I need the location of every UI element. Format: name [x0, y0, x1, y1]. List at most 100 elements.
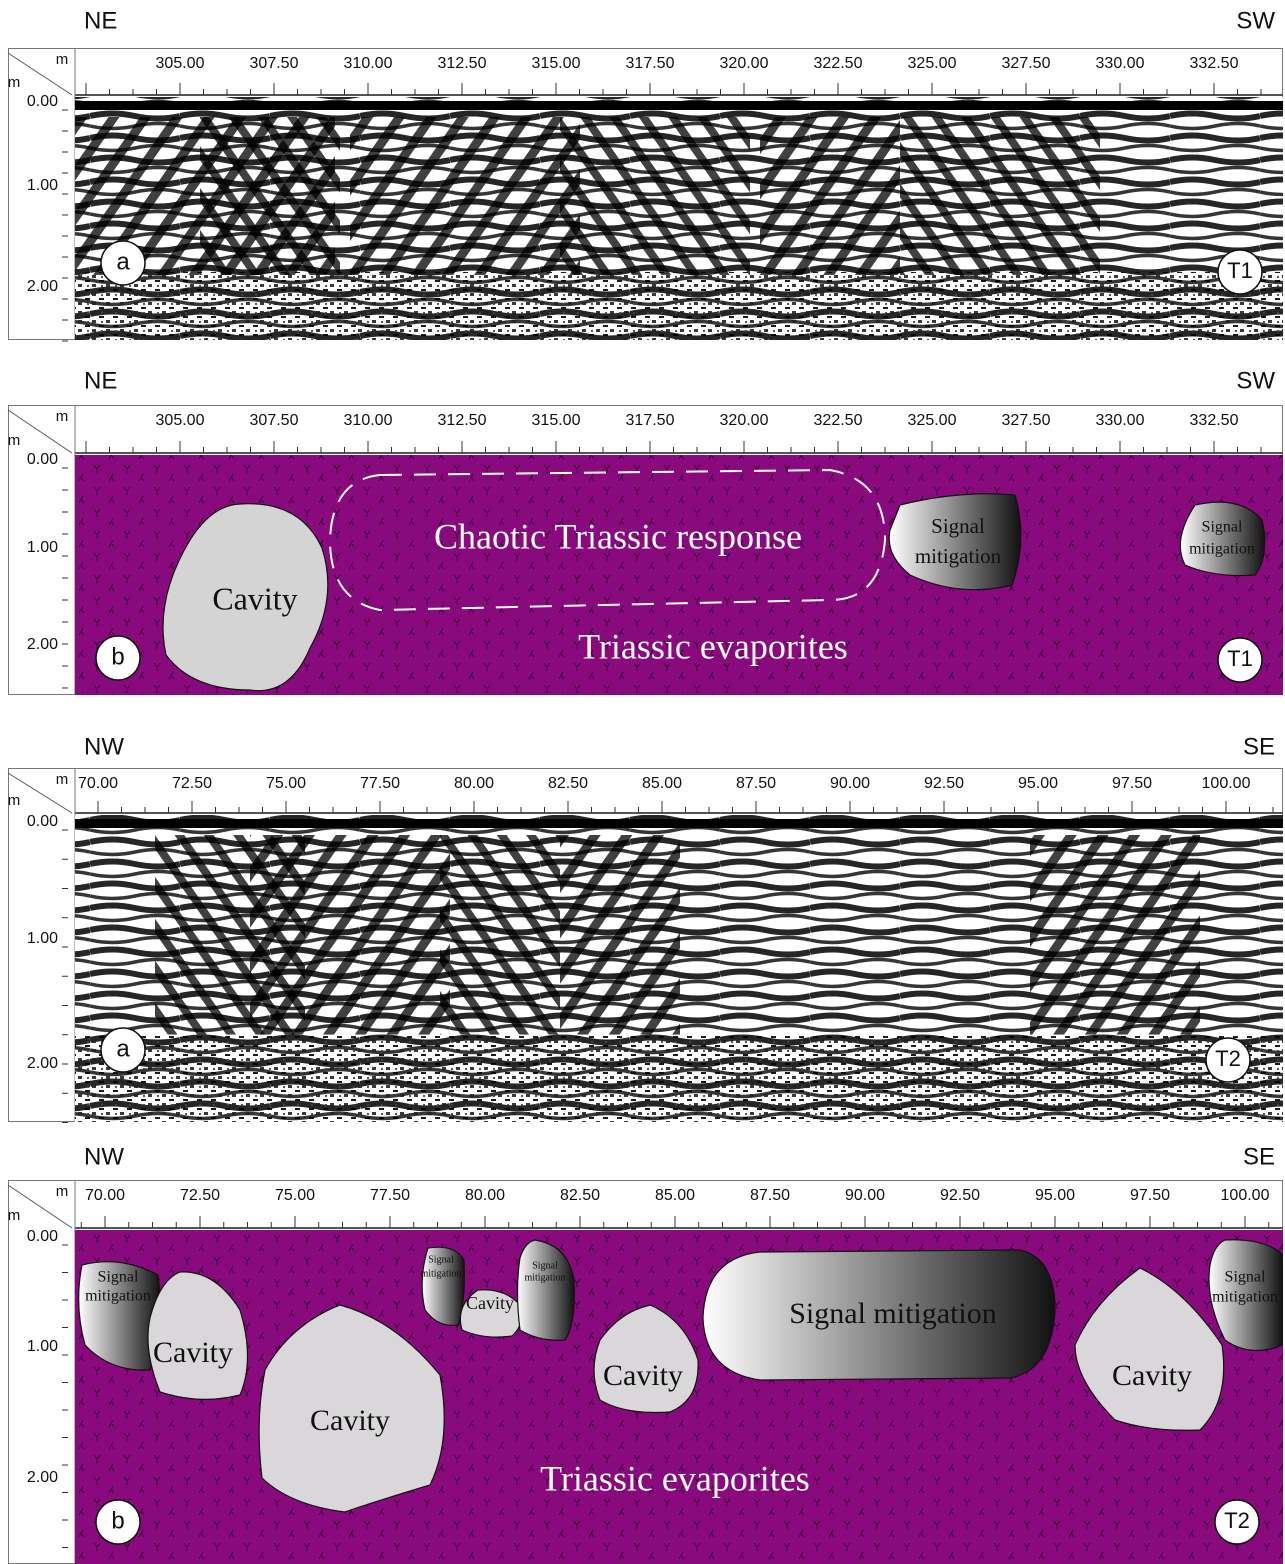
depth-label: 2.00: [27, 1469, 58, 1486]
annotation-label: Cavity: [466, 1293, 514, 1313]
radar-chaotic: [560, 835, 680, 1035]
annotation-label: Cavity: [153, 1336, 233, 1369]
x-tick-label: 90.00: [845, 1187, 885, 1204]
x-tick-label: 315.00: [532, 412, 581, 429]
unit-label: m: [56, 408, 69, 425]
x-tick-label: 325.00: [908, 55, 957, 72]
annotation-label: Triassic evaporites: [578, 626, 848, 666]
x-tick-label: 100.00: [1221, 1187, 1270, 1204]
x-tick-label: 307.50: [250, 412, 299, 429]
x-tick-label: 305.00: [156, 412, 205, 429]
x-tick-label: 100.00: [1202, 775, 1251, 792]
x-tick-label: 87.50: [736, 775, 776, 792]
x-tick-label: 320.00: [720, 412, 769, 429]
direction-label: NE: [84, 367, 117, 394]
depth-label: 1.00: [27, 930, 58, 947]
depth-label: 1.00: [27, 1338, 58, 1355]
depth-label: 0.00: [27, 93, 58, 110]
x-tick-label: 327.50: [1002, 55, 1051, 72]
x-tick-label: 332.50: [1190, 55, 1239, 72]
x-tick-label: 312.50: [438, 412, 487, 429]
annotation-label: mitigation: [524, 1272, 565, 1283]
panel-letter: b: [111, 1507, 124, 1534]
body: [1180, 502, 1264, 575]
annotation-label: Chaotic Triassic response: [434, 516, 802, 556]
figure: NE SW m m 305.00 307.50 310.00 312.50 315.00 317.…: [0, 0, 1285, 1564]
x-tick-label: 92.50: [940, 1187, 980, 1204]
depth-label: 0.00: [27, 451, 58, 468]
direction-label: NE: [84, 7, 117, 34]
radar-chaotic: [760, 117, 900, 275]
annotation-label: Signal: [1225, 1269, 1266, 1286]
x-tick-label: 332.50: [1190, 412, 1239, 429]
x-tick-label: 310.00: [344, 55, 393, 72]
annotation-label: Cavity: [1112, 1359, 1192, 1392]
profile-label: T1: [1227, 258, 1253, 283]
surface-reflector: [75, 819, 1283, 828]
unit-label: m: [56, 1183, 69, 1200]
x-tick-label: 317.50: [626, 412, 675, 429]
x-tick-label: 72.50: [180, 1187, 220, 1204]
annotation-label: Signal: [428, 1254, 454, 1265]
annotation-label: Signal: [532, 1260, 558, 1271]
panel: NWSEmm70.0072.5075.0077.5080.0082.5085.0…: [8, 733, 1283, 1122]
x-tick-label: 82.50: [560, 1187, 600, 1204]
panel-letter: b: [111, 643, 124, 670]
x-tick-label: 310.00: [344, 412, 393, 429]
profile-label: T1: [1227, 646, 1253, 671]
x-tick-label: 330.00: [1096, 412, 1145, 429]
radargram: [75, 97, 1283, 340]
x-tick-label: 317.50: [626, 55, 675, 72]
radar-chaotic: [900, 117, 1100, 275]
radar-chaotic: [560, 117, 750, 275]
x-tick-label: 85.00: [655, 1187, 695, 1204]
x-tick-label: 307.50: [250, 55, 299, 72]
annotation-label: mitigation: [1189, 541, 1255, 558]
direction-label: SE: [1243, 1143, 1275, 1170]
x-tick-label: 77.50: [360, 775, 400, 792]
depth-label: 2.00: [27, 278, 58, 295]
radar-chaotic: [1030, 835, 1200, 1035]
annotation-label: Triassic evaporites: [540, 1458, 810, 1498]
annotation-label: mitigation: [85, 1288, 151, 1305]
annotation-label: mitigation: [915, 544, 1002, 568]
radar-chaotic: [440, 835, 560, 1035]
radar-chaotic: [250, 835, 450, 1035]
x-tick-label: 322.50: [814, 412, 863, 429]
annotation-label: Cavity: [603, 1359, 683, 1392]
interpretation: Cavity Chaotic Triassic response Signal mit…: [75, 455, 1283, 695]
x-tick-label: 327.50: [1002, 412, 1051, 429]
panel-letter: a: [116, 248, 130, 275]
depth-label: 1.00: [27, 177, 58, 194]
direction-label: SW: [1236, 367, 1275, 394]
depth-label: 0.00: [27, 813, 58, 830]
x-tick-label: 95.00: [1035, 1187, 1075, 1204]
x-tick-label: 70.00: [78, 775, 118, 792]
radar-chaotic: [200, 117, 340, 275]
x-tick-label: 322.50: [814, 55, 863, 72]
x-tick-label: 315.00: [532, 55, 581, 72]
annotation-label: Cavity: [212, 580, 297, 616]
profile-label: T2: [1215, 1046, 1241, 1071]
annotation-label: Signal: [1202, 519, 1243, 536]
depth-label: 2.00: [27, 636, 58, 653]
unit-label: m: [8, 432, 21, 449]
radar-chaotic: [350, 117, 580, 275]
direction-label: SE: [1243, 733, 1275, 760]
radar-noise: [75, 1036, 1283, 1122]
depth-label: 1.00: [27, 539, 58, 556]
x-tick-label: 72.50: [172, 775, 212, 792]
x-tick-label: 97.50: [1130, 1187, 1170, 1204]
x-tick-label: 97.50: [1112, 775, 1152, 792]
x-tick-label: 75.00: [275, 1187, 315, 1204]
direction-label: NW: [84, 733, 124, 760]
annotation-label: Signal: [98, 1269, 139, 1286]
x-tick-label: 320.00: [720, 55, 769, 72]
annotation-label: Signal: [931, 514, 985, 538]
x-tick-label: 325.00: [908, 412, 957, 429]
radar-noise: [75, 272, 1283, 340]
direction-label: NW: [84, 1143, 124, 1170]
panel-letter: a: [116, 1035, 130, 1062]
